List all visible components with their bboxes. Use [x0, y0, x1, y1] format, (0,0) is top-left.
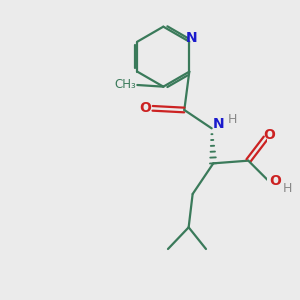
Text: N: N: [213, 117, 225, 131]
Text: O: O: [264, 128, 276, 142]
Text: H: H: [282, 182, 292, 194]
Text: CH₃: CH₃: [115, 77, 136, 91]
Text: O: O: [140, 101, 151, 115]
Text: N: N: [186, 31, 198, 45]
Text: O: O: [270, 174, 282, 188]
Text: H: H: [228, 112, 237, 125]
